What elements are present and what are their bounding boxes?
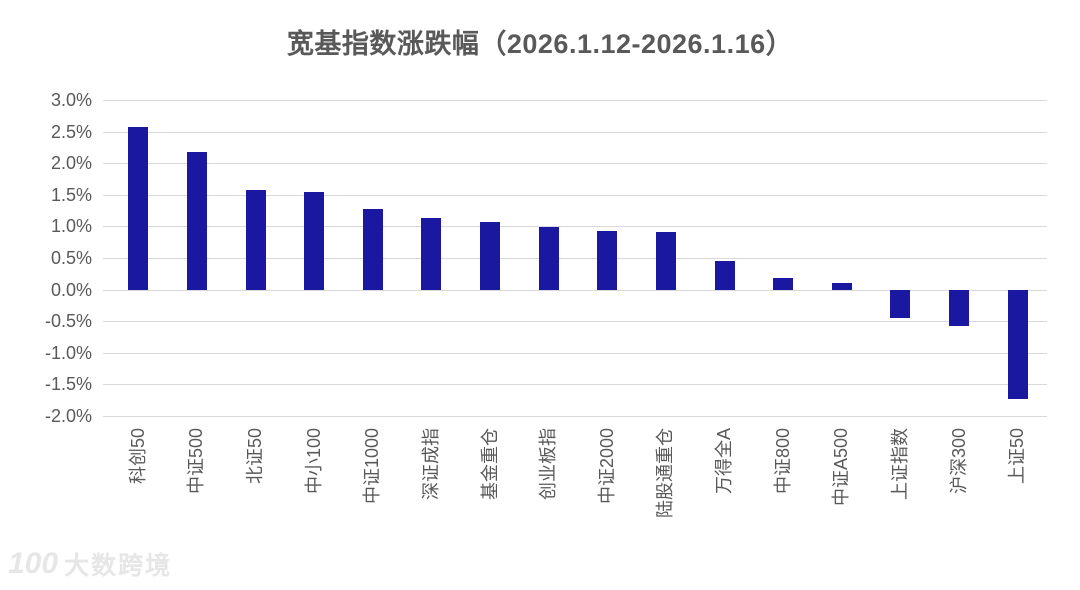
x-axis-label: 中证800 <box>772 428 793 495</box>
x-axis-label: 陆股通重仓 <box>655 428 676 518</box>
gridline <box>103 131 1047 133</box>
y-axis-tick-label: -2.0% <box>44 406 92 426</box>
gridline <box>103 100 1047 101</box>
bar-中小100 <box>304 192 325 290</box>
y-axis-tick-label: 2.5% <box>50 121 92 142</box>
bar-上证50 <box>1007 289 1028 399</box>
bar-中证500 <box>186 151 207 290</box>
x-axis-label: 上证指数 <box>889 428 910 500</box>
gridline <box>103 226 1047 228</box>
bar-基金重仓 <box>480 222 501 290</box>
x-axis-label: 沪深300 <box>948 428 969 495</box>
watermark: 100 大数跨境 <box>8 546 172 582</box>
bar-创业板指 <box>538 227 559 290</box>
x-axis-label: 深证成指 <box>420 428 441 500</box>
gridline <box>103 163 1047 165</box>
y-axis-tick-label: 0.5% <box>50 248 92 268</box>
bar-万得全A <box>714 260 735 290</box>
y-axis-tick-label: -0.5% <box>44 311 92 332</box>
gridline <box>103 321 1047 323</box>
bar-上证指数 <box>890 289 911 318</box>
bar-中证A500 <box>831 283 852 290</box>
watermark-logo: 100 <box>8 547 59 580</box>
bar-北证50 <box>245 190 266 290</box>
y-axis-tick-label: 0.0% <box>50 279 92 300</box>
gridline <box>103 258 1047 259</box>
y-axis-tick-label: 1.0% <box>50 216 92 237</box>
gridline <box>103 384 1047 386</box>
plot-area <box>103 100 1047 417</box>
x-axis-label: 科创50 <box>127 428 148 485</box>
bar-中证1000 <box>362 209 383 290</box>
x-axis-label: 中证A500 <box>831 428 852 507</box>
x-axis-label: 中证500 <box>186 428 207 495</box>
gridline <box>103 416 1047 417</box>
chart-title: 宽基指数涨跌幅（2026.1.12-2026.1.16） <box>286 29 794 59</box>
gridline <box>103 194 1047 196</box>
gridline <box>103 352 1047 354</box>
bar-中证800 <box>773 277 794 290</box>
y-axis-tick-label: 3.0% <box>50 90 92 110</box>
y-axis-tick-label: -1.0% <box>44 342 92 363</box>
bar-深证成指 <box>421 218 442 290</box>
y-axis: 3.0% 2.5% 2.0% 1.5% 1.0% 0.5% 0.0% -0.5% -1.0% -1… <box>0 90 92 426</box>
bar-沪深300 <box>949 289 970 327</box>
x-axis-label: 基金重仓 <box>479 428 500 500</box>
y-axis-tick-label: 2.0% <box>50 153 92 174</box>
bar-科创50 <box>128 127 149 290</box>
bar-陆股通重仓 <box>655 231 676 290</box>
gridline <box>103 289 1047 291</box>
x-axis-label: 北证50 <box>245 428 266 485</box>
bar-中证2000 <box>597 230 618 290</box>
x-axis-label: 中证1000 <box>362 428 383 505</box>
y-axis-tick-label: 1.5% <box>50 184 92 205</box>
x-axis-label: 万得全A <box>714 428 735 495</box>
x-axis-label: 中小100 <box>303 428 324 495</box>
watermark-text: 大数跨境 <box>64 552 173 580</box>
x-axis-label: 中证2000 <box>596 428 617 505</box>
y-axis-tick-label: -1.5% <box>44 374 92 395</box>
x-axis-label: 上证50 <box>1007 428 1028 485</box>
x-axis: 科创50 中证500 北证50 中小100 中证1000 深证成指 基金重仓 创业板指 中证20… <box>109 428 1047 568</box>
x-axis-label: 创业板指 <box>538 428 559 500</box>
